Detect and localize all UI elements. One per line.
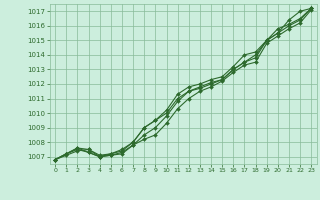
Text: Graphe pression niveau de la mer (hPa): Graphe pression niveau de la mer (hPa): [58, 184, 262, 193]
